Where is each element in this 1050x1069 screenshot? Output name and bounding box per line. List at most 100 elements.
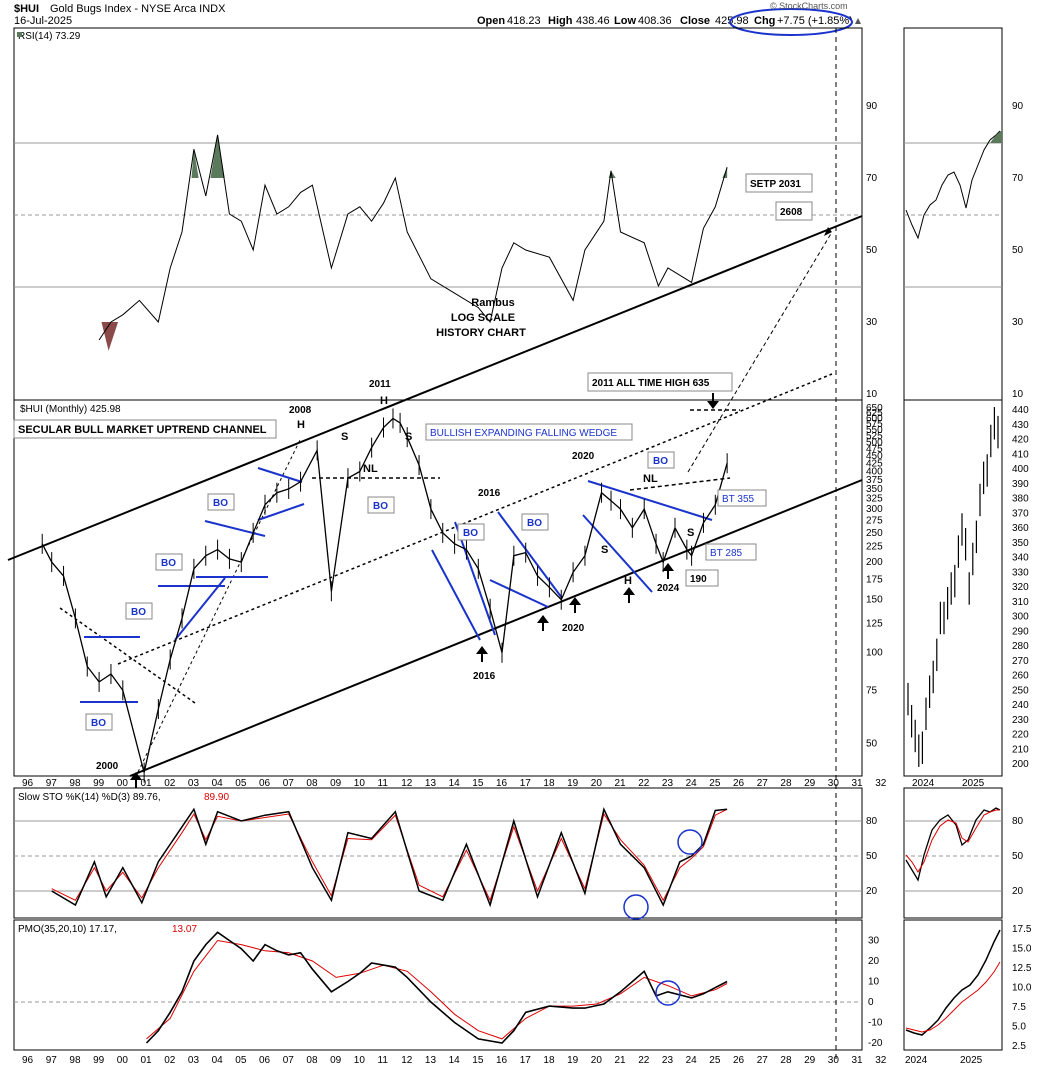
- year-label-2011: 2011: [369, 379, 391, 390]
- up-arrow-icon: [130, 772, 142, 788]
- price-marks: [41, 408, 728, 783]
- price-tick-label: 450: [866, 451, 883, 462]
- inset-sto-k-line: [905, 807, 1001, 882]
- price-tick-label: 225: [866, 542, 883, 553]
- channel-midline: [117, 373, 833, 665]
- inset-pmo-tick-label: 7.5: [1012, 1002, 1026, 1013]
- up-arrow-icon: [537, 615, 549, 631]
- up-arrow-icon: [569, 597, 581, 613]
- target-label: 2608: [780, 207, 803, 218]
- x-tick-label: 23: [662, 778, 674, 789]
- trendlines: [7, 215, 863, 777]
- x-tick-label: 28: [780, 778, 792, 789]
- x-tick-label: 12: [401, 778, 413, 789]
- bt355-label: BT 355: [722, 494, 754, 505]
- price-tick-label: 250: [866, 528, 883, 539]
- rsi-axis: 90 90 70 70 50 50 30 30 10 10: [866, 101, 1024, 400]
- inset-price-tick-label: 440: [1012, 405, 1029, 416]
- sto-tick-label: 80: [866, 816, 878, 827]
- setp-label-box: [745, 173, 813, 193]
- rsi-legend-swatch: [17, 32, 22, 37]
- x-tick-label-bottom: 19: [567, 1055, 579, 1066]
- x-tick-label-bottom: 18: [543, 1055, 555, 1066]
- inset-rsi-frame: [903, 27, 1003, 401]
- bo-label-4: BO: [213, 498, 228, 509]
- inset-pmo-tick-label: 15.0: [1012, 944, 1032, 955]
- x-tick-label: 02: [164, 778, 176, 789]
- pmo-signal-label: 13.07: [172, 924, 197, 935]
- close-label: Close: [680, 15, 710, 27]
- inset-sto-d-line: [905, 809, 1000, 873]
- bo-label-8: BO: [653, 456, 668, 467]
- inset-price-axis: 440 430 420 410 400 390 380 370 360 350 340 330 320 3…: [1012, 405, 1029, 770]
- x-tick-label-bottom: 27: [757, 1055, 769, 1066]
- price-tick-label: 50: [866, 738, 878, 749]
- expand-arrow-icon[interactable]: [855, 18, 861, 24]
- b190-label: 190: [690, 574, 707, 585]
- inset-price-tick-label: 340: [1012, 553, 1029, 564]
- high-label: High: [548, 15, 573, 27]
- rsi-oversold-fill: [101, 322, 119, 351]
- price-tick-label: 300: [866, 504, 883, 515]
- bt285-label: BT 285: [710, 548, 742, 559]
- inset-sto-tick-label: 80: [1012, 816, 1024, 827]
- price-axis: 6506256005755505255004754504254003753503…: [866, 403, 883, 749]
- x-tick-label: 04: [212, 778, 224, 789]
- up-arrow-icon: [623, 587, 635, 603]
- x-tick-label-bottom: 23: [662, 1055, 674, 1066]
- sto-d-label: 89.90: [204, 792, 229, 803]
- x-tick-label: 07: [283, 778, 295, 789]
- rsi-tick-label: 50: [866, 245, 878, 256]
- inset-price-tick-label: 220: [1012, 730, 1029, 741]
- price-tick-label: 400: [866, 466, 883, 477]
- x-tick-label-bottom: 21: [615, 1055, 627, 1066]
- inset-price-tick-label: 400: [1012, 464, 1029, 475]
- breakout-labels: BO BO BO BO BO BO BO BO: [85, 451, 675, 731]
- inset-rsi-overbought-fill: [990, 130, 1002, 143]
- s-label-right: S: [405, 431, 412, 443]
- year-label-2008: 2008: [289, 405, 312, 416]
- x-tick-label: 31: [852, 778, 864, 789]
- x-tick-label-bottom: 25: [709, 1055, 721, 1066]
- rsi-line: [98, 134, 728, 341]
- rsi-overbought-fill: [210, 134, 225, 178]
- downtrend-line-1998: [59, 607, 196, 704]
- price-tick-label: 325: [866, 494, 883, 505]
- year-label-2016-top: 2016: [478, 488, 501, 499]
- x-tick-label: 06: [259, 778, 271, 789]
- x-tick-label: 97: [46, 778, 58, 789]
- inset-price-tick-label: 300: [1012, 612, 1029, 623]
- change-highlight-circle: [729, 8, 853, 36]
- x-tick-label: 22: [638, 778, 650, 789]
- x-tick-label: 09: [330, 778, 342, 789]
- price-label: $HUI (Monthly) 425.98: [20, 404, 121, 415]
- inset-price-tick-label: 370: [1012, 508, 1029, 519]
- ath-label-box: [587, 372, 733, 392]
- x-tick-label-bottom: 08: [306, 1055, 318, 1066]
- pmo-axis: 30 20 10 0 -10 -20: [868, 936, 883, 1050]
- high-value: 438.46: [576, 15, 610, 27]
- ath-label: 2011 ALL TIME HIGH 635: [592, 378, 710, 389]
- channel-upper-line: [7, 215, 863, 561]
- inset-price-tick-label: 280: [1012, 641, 1029, 652]
- inset-price-tick-label: 290: [1012, 626, 1029, 637]
- x-tick-label-bottom: 03: [188, 1055, 200, 1066]
- x-tick-label-bottom: 04: [212, 1055, 224, 1066]
- bo-label-7: BO: [527, 518, 542, 529]
- inset-pmo-tick-label: 12.5: [1012, 963, 1032, 974]
- inset-rsi-line: [905, 130, 1001, 240]
- x-tick-label-bottom: 28: [780, 1055, 792, 1066]
- inset-sto-tick-label: 50: [1012, 851, 1024, 862]
- year-label-2024: 2024: [657, 583, 680, 594]
- rsi-tick-label: 10: [866, 389, 878, 400]
- inset-pmo-tick-label: 2.5: [1012, 1041, 1026, 1052]
- pmo-line: [145, 931, 728, 1044]
- inset-x-2024: 2024: [912, 778, 935, 789]
- price-tick-label: 475: [866, 444, 883, 455]
- x-tick-label-bottom: 06: [259, 1055, 271, 1066]
- bt355-box: [717, 489, 767, 507]
- price-tick-label: 575: [866, 419, 883, 430]
- stockcharts-credit: © StockCharts.com: [770, 1, 848, 11]
- inset-price-tick-label: 380: [1012, 494, 1029, 505]
- sto-d-line: [51, 808, 728, 902]
